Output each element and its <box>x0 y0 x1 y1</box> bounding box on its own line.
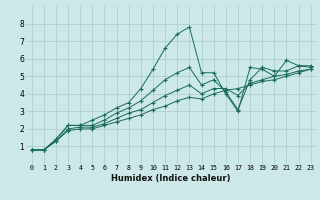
X-axis label: Humidex (Indice chaleur): Humidex (Indice chaleur) <box>111 174 231 183</box>
